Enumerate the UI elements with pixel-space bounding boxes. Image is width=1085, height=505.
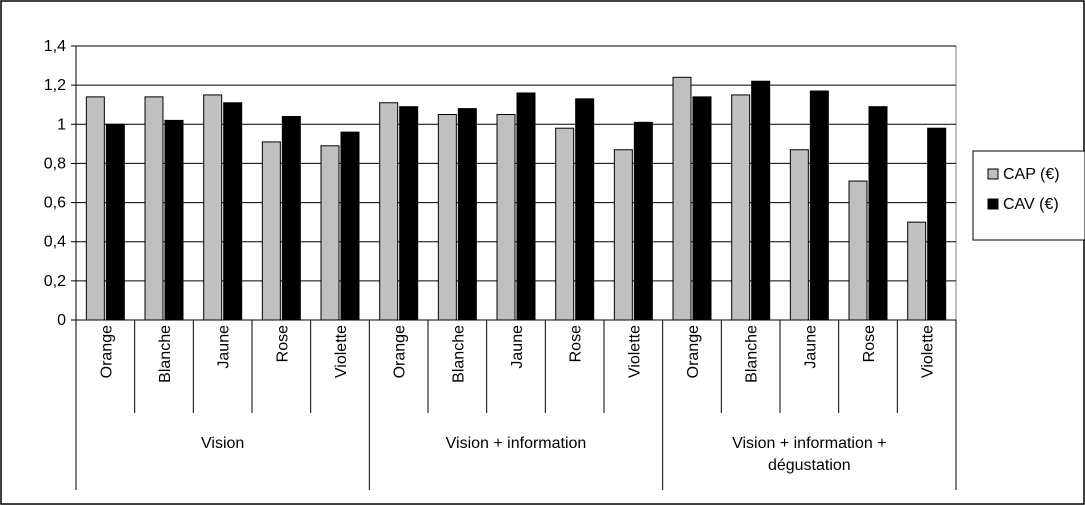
legend-label: CAV (€) — [1003, 196, 1059, 213]
bar-cap — [613, 149, 633, 321]
y-tick-label: 0,2 — [44, 273, 66, 290]
x-tick-label: Violette — [920, 325, 937, 378]
bar-cav — [164, 119, 184, 321]
group-label: Vision + information + dégustation — [732, 435, 886, 474]
bar-cap — [789, 149, 809, 321]
bar-cav — [633, 121, 653, 321]
group-label: Vision — [201, 435, 244, 452]
group-label-line: dégustation — [768, 457, 851, 474]
y-tick-label: 1 — [57, 116, 66, 133]
bar-cav — [340, 131, 360, 321]
y-tick-label: 1,4 — [44, 38, 66, 55]
x-tick-label: Blanche — [450, 325, 467, 383]
x-axis: Orange Blanche Jaune Rose Violette Orange Blan… — [75, 319, 957, 490]
group-label: Vision + information — [446, 435, 587, 452]
bar-cap — [555, 127, 575, 321]
plot-area — [75, 45, 957, 321]
bar-cav — [281, 115, 301, 321]
legend-label: CAP (€) — [1003, 166, 1060, 183]
bar-cav — [223, 102, 243, 321]
bar-cap — [261, 141, 281, 321]
x-tick-label: Violette — [626, 325, 643, 378]
bar-cav — [399, 106, 419, 321]
y-tick-label: 0,6 — [44, 195, 66, 212]
bar-cav — [457, 108, 477, 321]
bar-cav — [751, 80, 771, 321]
bar-cav — [692, 96, 712, 321]
bar-cap — [848, 180, 868, 321]
bar-cap — [496, 114, 516, 321]
x-tick-label: Rose — [274, 325, 291, 362]
legend-box — [972, 150, 1085, 241]
y-axis: 0 0,2 0,4 0,6 0,8 1 1,2 1,4 — [44, 38, 77, 329]
legend-swatch — [987, 198, 999, 210]
legend-swatch — [987, 168, 999, 180]
x-tick-label: Orange — [685, 325, 702, 378]
y-tick-label: 0 — [57, 312, 66, 329]
x-tick-label: Blanche — [157, 325, 174, 383]
bar-cav — [105, 123, 125, 321]
bar-cav — [516, 92, 536, 321]
group-label-line: Vision — [201, 435, 244, 452]
bar-cap — [907, 221, 927, 321]
bar-cav — [575, 98, 595, 321]
bar-cap — [320, 145, 340, 321]
group-label-line: Vision + information — [446, 435, 587, 452]
bar-cap — [731, 94, 751, 321]
x-tick-label: Jaune — [509, 325, 526, 369]
y-tick-label: 1,2 — [44, 77, 66, 94]
bar-cap — [144, 96, 164, 321]
bar-cav — [927, 127, 947, 321]
bar-cap — [379, 102, 399, 321]
bar-cav — [868, 106, 888, 321]
bar-cap — [203, 94, 223, 321]
x-tick-label: Jaune — [802, 325, 819, 369]
x-tick-label: Jaune — [216, 325, 233, 369]
y-tick-label: 0,4 — [44, 234, 66, 251]
x-tick-label: Orange — [98, 325, 115, 378]
x-tick-label: Blanche — [744, 325, 761, 383]
bar-cav — [809, 90, 829, 321]
x-tick-label: Orange — [392, 325, 409, 378]
x-tick-label: Violette — [333, 325, 350, 378]
bar-cap — [85, 96, 105, 321]
x-tick-label: Rose — [861, 325, 878, 362]
y-tick-label: 0,8 — [44, 155, 66, 172]
group-label-line: Vision + information + — [732, 435, 886, 452]
bar-cap — [437, 114, 457, 321]
bars — [85, 76, 947, 321]
legend: CAP (€) CAV (€) — [972, 150, 1085, 241]
bar-cap — [672, 76, 692, 321]
gridlines — [76, 45, 956, 282]
x-tick-label: Rose — [568, 325, 585, 362]
